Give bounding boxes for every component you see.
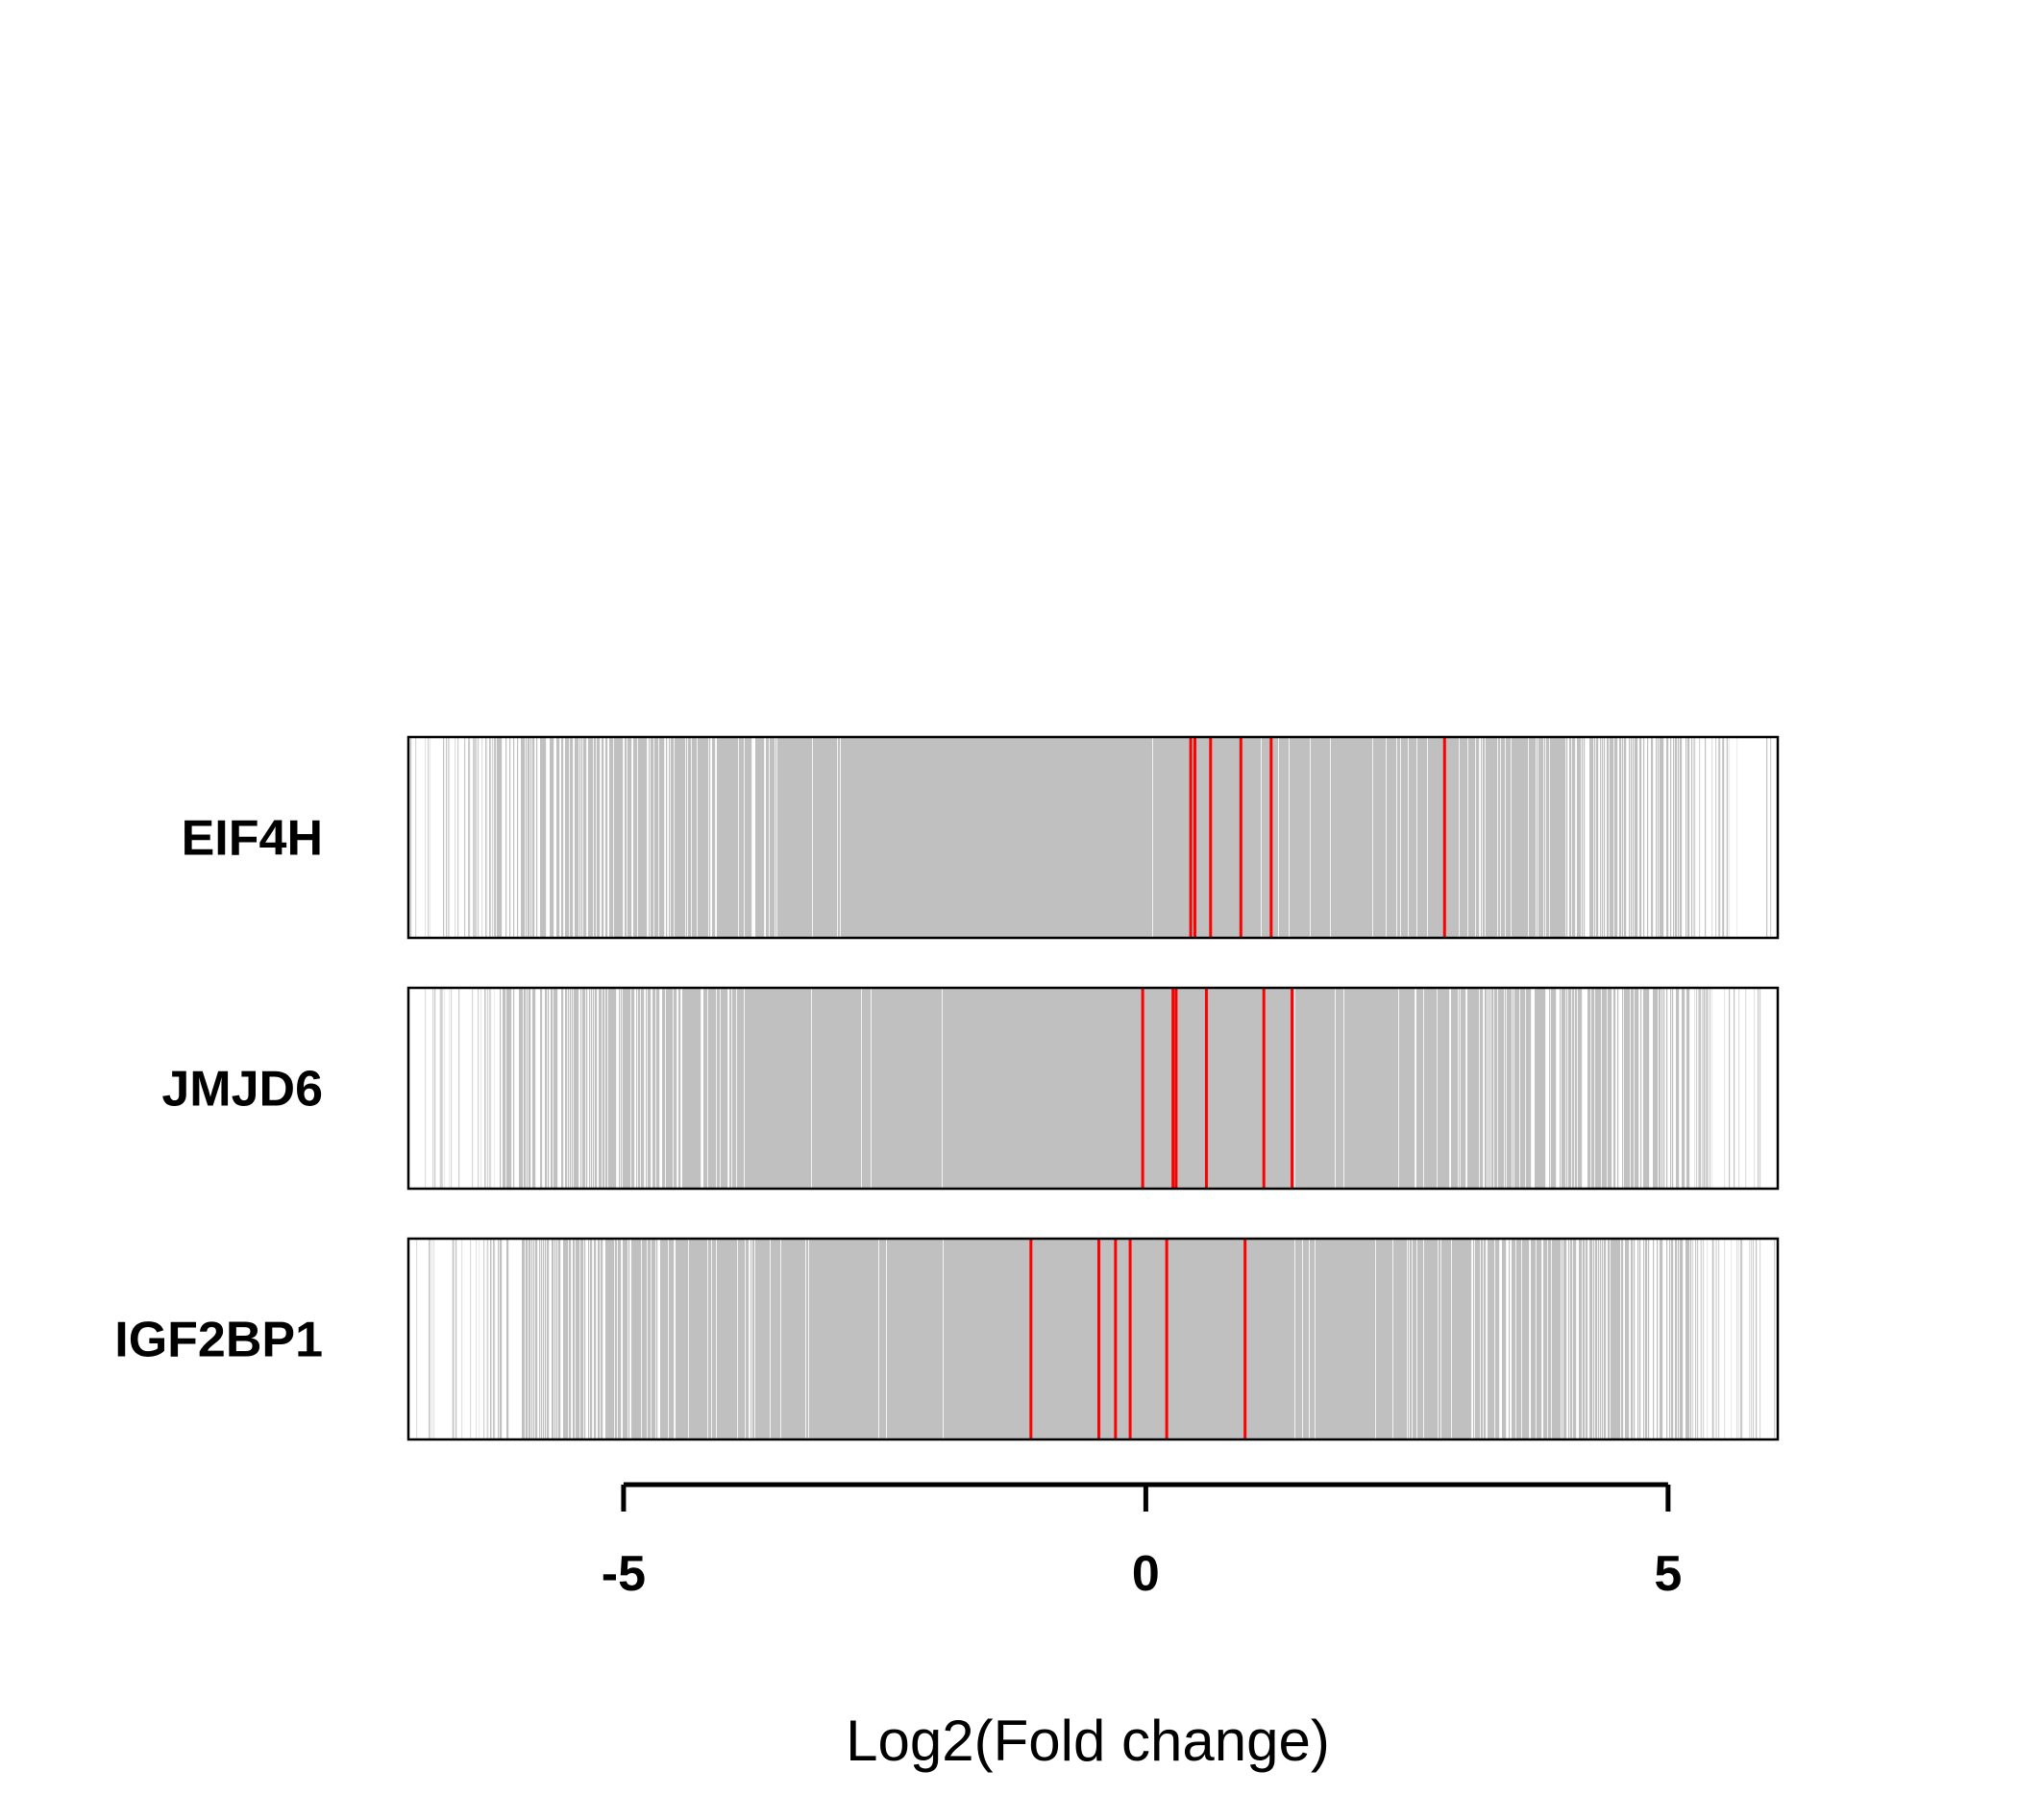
x-tick-label: 5 xyxy=(1654,1546,1682,1602)
panel-frame xyxy=(406,986,1780,1191)
background-gene-lines xyxy=(425,988,1761,1189)
barcode-panels: EIF4H JMJD6 IGF2BP1 xyxy=(114,735,1780,1441)
x-axis: -5 0 5 xyxy=(602,1482,1682,1602)
panel-frame xyxy=(406,735,1780,940)
barcode-row-igf2bp1: IGF2BP1 xyxy=(114,1237,1780,1441)
x-axis-title: Log2(Fold change) xyxy=(846,1709,1330,1773)
background-gene-lines xyxy=(410,737,1772,938)
row-label: IGF2BP1 xyxy=(114,1313,323,1368)
row-label: JMJD6 xyxy=(161,1062,323,1118)
barcode-row-eif4h: EIF4H xyxy=(182,735,1780,940)
x-tick-label: 0 xyxy=(1132,1546,1160,1602)
row-label: EIF4H xyxy=(182,811,323,867)
barcode-row-jmjd6: JMJD6 xyxy=(161,986,1780,1191)
x-tick-label: -5 xyxy=(602,1546,646,1602)
panel-frame xyxy=(406,1237,1780,1441)
background-gene-lines xyxy=(416,1239,1776,1439)
